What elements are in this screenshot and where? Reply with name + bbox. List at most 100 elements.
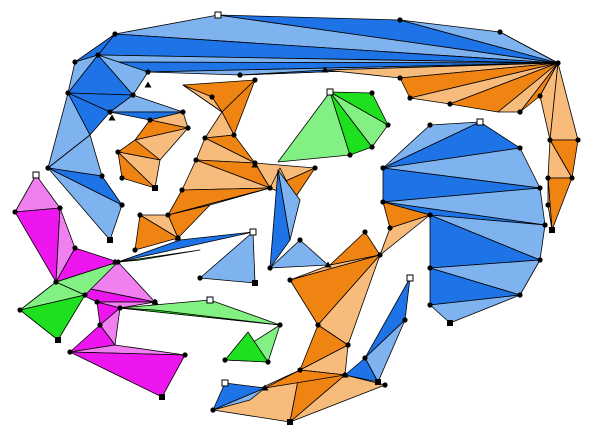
triangle bbox=[97, 54, 149, 96]
vertex-dot bbox=[537, 257, 543, 263]
vertex-dot bbox=[130, 92, 136, 98]
vertex-triangle bbox=[144, 81, 152, 88]
vertex-hollow-square bbox=[406, 274, 414, 282]
vertex-dot bbox=[382, 382, 388, 388]
vertex-dot bbox=[182, 352, 188, 358]
triangle bbox=[212, 387, 266, 411]
vertex-dot bbox=[117, 305, 123, 311]
vertex-dot bbox=[287, 277, 293, 283]
center-orange-chain-region bbox=[134, 79, 316, 251]
right-orange-wedge-region bbox=[289, 201, 431, 376]
vertex-dot bbox=[145, 69, 151, 75]
vertex-dot bbox=[447, 101, 453, 107]
vertex-dot bbox=[387, 225, 393, 231]
vertex-dot bbox=[82, 292, 88, 298]
vertex-dot bbox=[45, 165, 51, 171]
top-right-fan-region bbox=[324, 62, 559, 141]
vertex-square bbox=[252, 280, 258, 286]
vertex-hollow-square bbox=[326, 88, 334, 96]
triangle-layer bbox=[14, 14, 579, 423]
vertex-hollow-square bbox=[221, 379, 229, 387]
vertex-dot bbox=[252, 77, 258, 83]
triangle bbox=[379, 214, 431, 256]
vertex-dot bbox=[197, 275, 203, 281]
vertex-dot bbox=[222, 357, 228, 363]
vertex-dot bbox=[202, 135, 208, 141]
vertex-dot bbox=[115, 149, 121, 155]
vertex-dot bbox=[537, 93, 543, 99]
vertex-dot bbox=[97, 322, 103, 328]
center-orange-chain-region bbox=[117, 111, 189, 189]
vertex-dot bbox=[312, 165, 318, 171]
vertex-dot bbox=[185, 125, 191, 131]
vertex-hollow-square bbox=[249, 228, 257, 236]
vertex-dot bbox=[193, 157, 199, 163]
vertex-dot bbox=[517, 145, 523, 151]
triangle bbox=[14, 174, 61, 213]
triangle bbox=[117, 249, 201, 263]
vertex-dot bbox=[369, 90, 375, 96]
vertex-dot bbox=[397, 75, 403, 81]
vertex-dot bbox=[380, 165, 386, 171]
vertex-dot bbox=[377, 252, 383, 258]
triangle bbox=[19, 294, 86, 341]
vertex-dot bbox=[53, 279, 59, 285]
vertex-dot bbox=[147, 117, 153, 123]
vertex-dot bbox=[12, 209, 18, 215]
vertex-dot bbox=[119, 175, 125, 181]
vertex-dot bbox=[165, 212, 171, 218]
vertex-dot bbox=[380, 199, 386, 205]
top-left-arm-region bbox=[47, 33, 184, 241]
vertex-dot bbox=[265, 359, 271, 365]
vertex-dot bbox=[362, 229, 368, 235]
vertex-dot bbox=[72, 245, 78, 251]
vertex-dot bbox=[267, 265, 273, 271]
triangle bbox=[224, 331, 269, 363]
triangle bbox=[134, 214, 179, 251]
triangle bbox=[47, 167, 123, 241]
vertex-dot bbox=[180, 109, 186, 115]
vertex-dot bbox=[67, 349, 73, 355]
vertex-dot bbox=[537, 185, 543, 191]
vertex-dot bbox=[427, 302, 433, 308]
vertex-dot bbox=[107, 109, 113, 115]
vertex-dot bbox=[57, 205, 63, 211]
triangle bbox=[182, 84, 223, 113]
vertex-dot bbox=[267, 185, 273, 191]
vertex-hollow-square bbox=[206, 296, 214, 304]
vertex-dot bbox=[209, 94, 215, 100]
triangle bbox=[69, 351, 186, 398]
vertex-dot bbox=[517, 109, 523, 115]
vertex-dot bbox=[575, 137, 581, 143]
vertex-dot bbox=[72, 59, 78, 65]
vertex-hollow-square bbox=[476, 118, 484, 126]
triangle bbox=[119, 307, 281, 326]
top-right-fan-region bbox=[547, 62, 579, 231]
triangle bbox=[55, 261, 119, 296]
vertex-triangle bbox=[108, 114, 116, 121]
vertex-dot bbox=[17, 307, 23, 313]
vertex-dot bbox=[65, 90, 71, 96]
vertex-square bbox=[152, 185, 158, 191]
vertex-dot bbox=[119, 202, 125, 208]
vertex-square bbox=[107, 237, 113, 243]
vertex-dot bbox=[385, 122, 391, 128]
vertex-dot bbox=[99, 173, 105, 179]
triangle bbox=[269, 169, 291, 269]
vertex-dot bbox=[277, 322, 283, 328]
vertex-dot bbox=[297, 367, 303, 373]
center-blue-slivers-region bbox=[117, 169, 329, 284]
triangle bbox=[117, 151, 156, 189]
vertex-square bbox=[159, 394, 165, 400]
vertex-dot bbox=[369, 144, 375, 150]
vertex-square bbox=[447, 320, 453, 326]
vertex-triangle bbox=[151, 298, 159, 305]
vertex-dot bbox=[427, 212, 433, 218]
vertex-triangle bbox=[251, 161, 259, 168]
vertex-dot bbox=[517, 292, 523, 298]
right-blue-blob-region bbox=[382, 121, 546, 324]
triangle bbox=[429, 294, 521, 324]
bottom-orange-region bbox=[212, 369, 386, 423]
vertex-dot bbox=[345, 342, 351, 348]
